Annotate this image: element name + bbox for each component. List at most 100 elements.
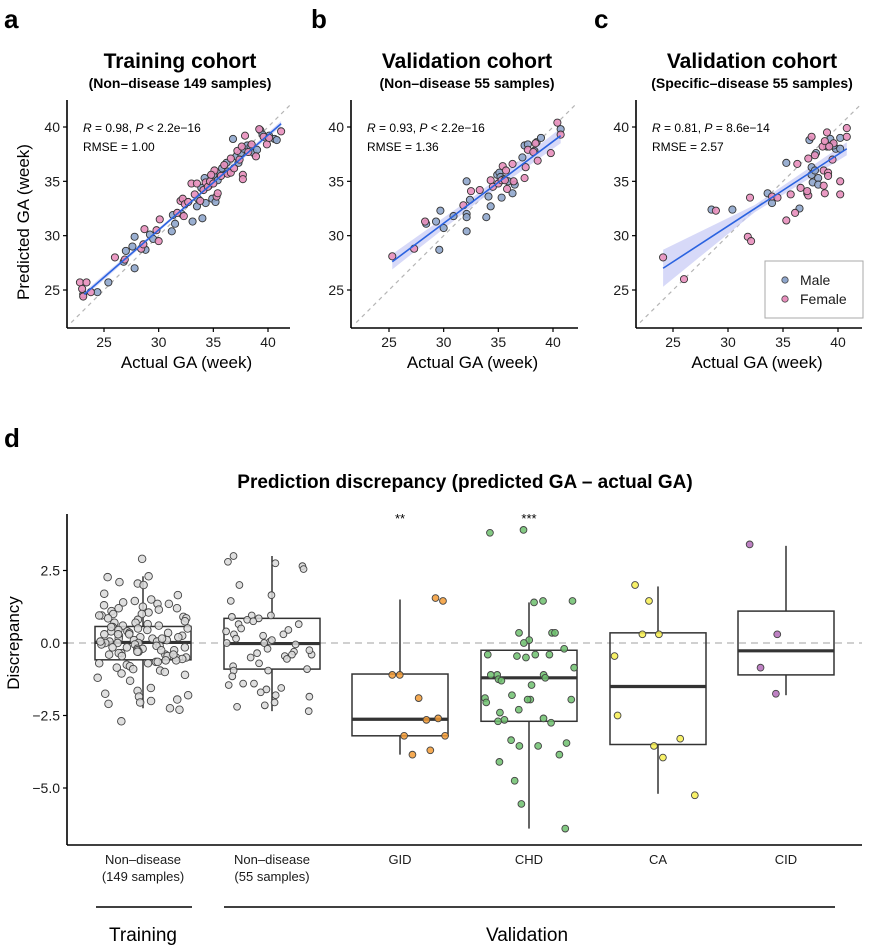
- data-point: [103, 572, 112, 582]
- data-point-male: [121, 246, 130, 255]
- data-point-male: [497, 193, 506, 202]
- data-point: [169, 650, 178, 659]
- y-tick-label: 0.0: [41, 635, 61, 651]
- panel-letter-b: b: [311, 4, 327, 34]
- data-point-male: [482, 213, 491, 222]
- data-point: [137, 609, 147, 619]
- data-point: [495, 758, 504, 766]
- box: [351, 673, 449, 737]
- stat-rmse: RMSE = 1.00: [83, 140, 155, 154]
- data-point: [510, 776, 519, 785]
- data-point: [180, 670, 190, 680]
- data-point: [143, 659, 153, 668]
- data-point-female: [711, 206, 720, 215]
- chart-subtitle: (Non–disease 149 samples): [89, 75, 272, 91]
- data-point-male: [104, 278, 113, 287]
- x-tick-label: 30: [720, 334, 736, 350]
- data-point-female: [553, 118, 562, 127]
- data-point: [104, 699, 113, 709]
- data-point: [519, 526, 528, 534]
- category-label: Non–disease: [234, 852, 310, 867]
- data-point: [229, 552, 238, 560]
- data-point: [508, 691, 516, 700]
- data-point: [153, 657, 162, 667]
- regression-line: [662, 148, 848, 269]
- data-point: [250, 679, 258, 688]
- stat-part-stat-line1-r: R: [652, 121, 661, 135]
- box-group-1: [222, 552, 321, 716]
- data-point-male: [198, 214, 207, 223]
- data-point-female: [782, 216, 791, 225]
- data-point: [180, 617, 190, 626]
- data-point-male: [228, 134, 238, 144]
- legend: Male Female: [764, 260, 864, 319]
- y-tick-label: 25: [44, 282, 60, 298]
- data-point: [294, 620, 303, 629]
- data-point: [163, 628, 173, 638]
- data-point: [527, 681, 536, 689]
- data-point: [555, 750, 564, 759]
- data-point: [165, 704, 175, 713]
- data-point: [570, 663, 578, 672]
- y-tick-label: 25: [613, 282, 629, 298]
- data-point: [645, 597, 653, 605]
- data-point-female: [238, 175, 247, 184]
- data-point: [560, 644, 569, 653]
- data-point: [514, 705, 523, 714]
- data-point-female: [804, 154, 813, 163]
- data-point: [539, 597, 547, 605]
- chart-title: Validation cohort: [667, 50, 837, 73]
- data-point-male: [782, 158, 791, 167]
- data-point: [631, 581, 639, 589]
- data-point: [496, 708, 504, 717]
- data-point: [523, 695, 532, 704]
- stat-part-stat-line1-pval: < 2.2e−16: [427, 121, 485, 135]
- data-point: [283, 655, 291, 663]
- data-point-male: [435, 245, 444, 254]
- data-point: [531, 650, 540, 659]
- data-point: [124, 630, 134, 639]
- data-point: [400, 731, 408, 740]
- x-tick-label: 25: [96, 334, 112, 350]
- data-point: [486, 671, 495, 679]
- data-point: [117, 651, 127, 661]
- data-point-female: [679, 275, 689, 284]
- data-point-female: [503, 184, 512, 193]
- data-point: [100, 630, 109, 639]
- chart-subtitle: (Specific–disease 55 samples): [651, 75, 853, 91]
- data-point: [255, 659, 263, 668]
- data-point-female: [237, 142, 246, 151]
- data-point: [222, 627, 230, 636]
- data-point: [547, 718, 555, 727]
- data-point: [183, 624, 192, 633]
- data-point: [613, 711, 622, 720]
- data-point-male: [536, 133, 546, 142]
- y-tick-label: 25: [328, 282, 344, 298]
- data-point: [137, 554, 147, 564]
- category-label-line2: (55 samples): [234, 869, 309, 884]
- data-point: [100, 689, 110, 699]
- data-point-female: [820, 189, 829, 198]
- data-point: [222, 639, 231, 647]
- data-point: [157, 634, 167, 643]
- data-point-male: [728, 205, 737, 214]
- data-point-female: [796, 183, 805, 192]
- data-point: [154, 605, 164, 614]
- legend-label-female: Female: [800, 291, 847, 307]
- data-point: [482, 698, 491, 707]
- data-point-female: [82, 278, 91, 287]
- data-point: [422, 715, 431, 724]
- stat-rmse: RMSE = 1.36: [367, 140, 439, 154]
- stat-part-stat-line1-rest: = 0.98,: [92, 121, 136, 135]
- panel-letter-a: a: [4, 4, 19, 34]
- data-point: [93, 673, 102, 683]
- data-point: [303, 665, 311, 673]
- data-point-female: [842, 132, 851, 141]
- y-tick-label: 2.5: [41, 563, 61, 579]
- x-tick-label: 40: [545, 334, 561, 350]
- x-tick-label: 40: [830, 334, 846, 350]
- data-point-male: [130, 264, 139, 273]
- data-point: [118, 598, 128, 607]
- plot-area: [639, 104, 861, 324]
